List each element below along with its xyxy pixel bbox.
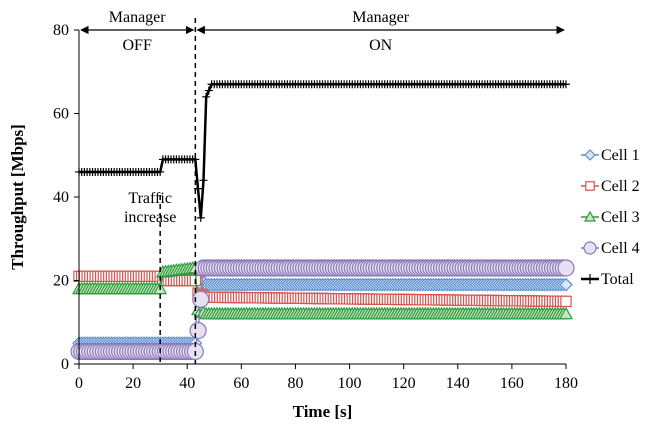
traffic-label: Traffic [128, 190, 172, 207]
axes-layer: 0 20 40 60 80 0 20 40 60 80 100 120 140 160 180 Time [s… [8, 22, 578, 421]
data-point [194, 184, 203, 193]
y-tick-label: 40 [53, 189, 69, 206]
legend-marker [585, 274, 595, 284]
data-point [192, 290, 210, 308]
y-tick-label: 60 [53, 106, 69, 123]
x-tick-label: 80 [287, 375, 303, 392]
x-tick-label: 180 [554, 375, 578, 392]
legend-label: Cell 3 [601, 209, 640, 226]
data-point [156, 167, 165, 176]
data-point [196, 213, 205, 222]
legend-marker [583, 210, 597, 222]
data-point [562, 80, 570, 89]
legend-item-cell-4: Cell 4 [581, 240, 640, 257]
data-point [202, 92, 211, 101]
y-tick-label: 80 [53, 22, 69, 39]
legend-label: Cell 4 [601, 240, 640, 257]
manager-on-state: ON [369, 37, 393, 54]
legend: Cell 1 Cell 2 Cell 3 Cell 4 Total [581, 147, 640, 288]
series-cell-2 [73, 270, 572, 308]
legend-marker [584, 149, 596, 161]
legend-label: Cell 2 [601, 178, 640, 195]
legend-marker [583, 241, 597, 255]
data-point [199, 176, 208, 185]
series-layer [70, 80, 575, 361]
data-point [559, 277, 573, 292]
annotation-layer: Manager OFF Manager ON Traffic increase [80, 9, 565, 364]
x-tick-label: 100 [338, 375, 362, 392]
legend-label: Total [601, 271, 634, 288]
y-tick-label: 20 [53, 273, 69, 290]
data-point [558, 306, 574, 320]
series-cell-3 [71, 260, 574, 320]
traffic-label-2: increase [124, 209, 176, 226]
x-axis-title: Time [s] [293, 402, 353, 421]
manager-off-state: OFF [122, 37, 151, 54]
x-tick-label: 60 [233, 375, 249, 392]
manager-off-label: Manager [109, 9, 167, 26]
x-tick-label: 160 [500, 375, 524, 392]
legend-item-cell-1: Cell 1 [581, 147, 640, 164]
series-total [75, 80, 570, 222]
x-tick-label: 20 [125, 375, 141, 392]
x-tick-label: 0 [75, 375, 83, 392]
legend-label: Cell 1 [601, 147, 640, 164]
data-point [557, 259, 575, 277]
manager-on-label: Manager [352, 9, 410, 26]
series-cell-4 [70, 259, 575, 361]
y-tick-label: 0 [61, 356, 69, 373]
legend-item-cell-3: Cell 3 [581, 209, 640, 226]
legend-item-total: Total [581, 271, 634, 288]
legend-marker [585, 181, 595, 191]
data-point [204, 86, 213, 95]
data-point [189, 322, 207, 340]
y-axis-title: Throughput [Mbps] [8, 124, 27, 270]
x-tick-label: 140 [446, 375, 470, 392]
series-cell-1 [72, 269, 573, 350]
data-point [560, 295, 572, 308]
x-tick-label: 40 [179, 375, 195, 392]
x-tick-label: 120 [392, 375, 416, 392]
legend-item-cell-2: Cell 2 [581, 178, 640, 195]
